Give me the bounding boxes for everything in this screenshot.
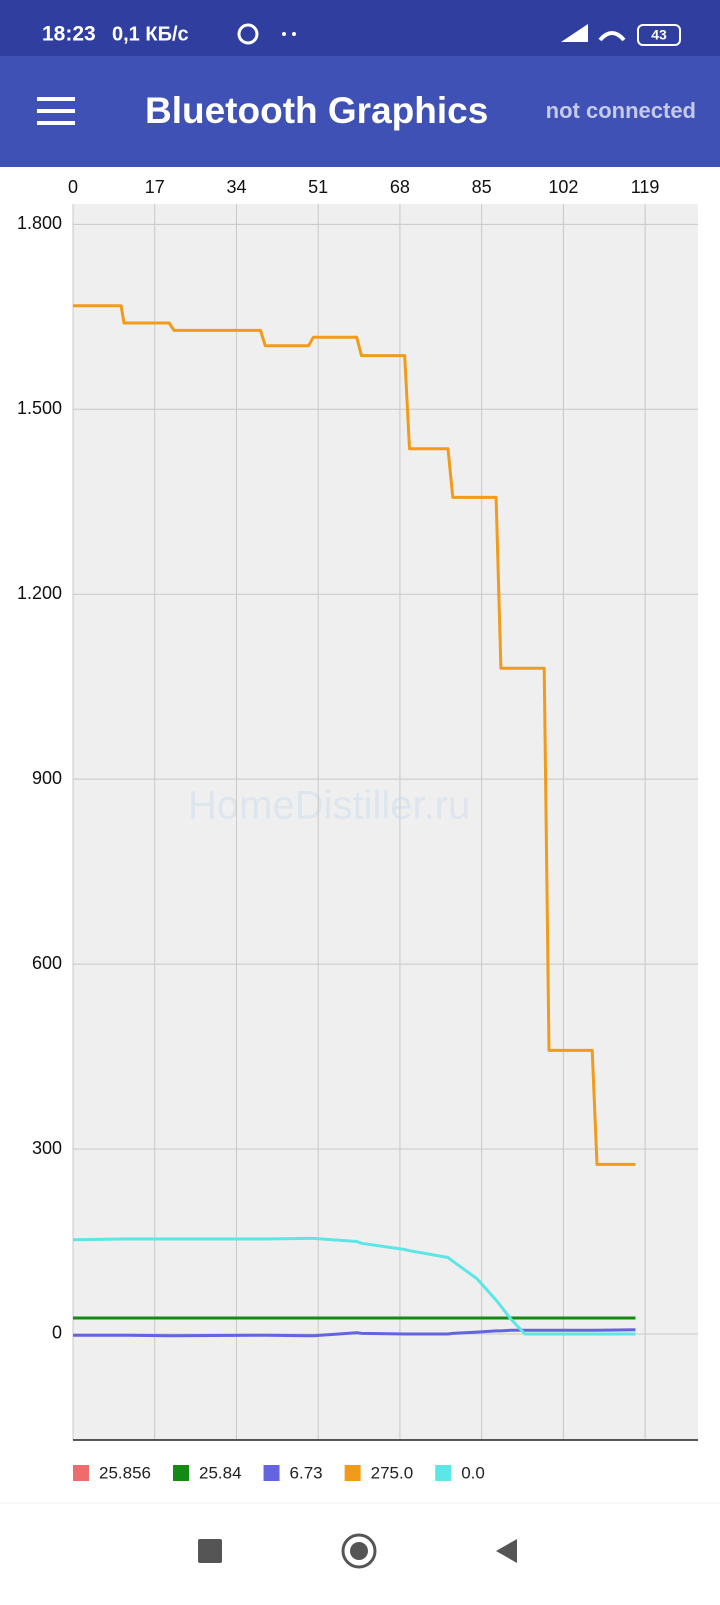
menu-line bbox=[37, 97, 75, 101]
watermark: HomeDistiller.ru bbox=[188, 784, 470, 828]
x-tick-label: 68 bbox=[390, 177, 410, 197]
x-tick-label: 34 bbox=[226, 177, 246, 197]
x-tick-label: 51 bbox=[308, 177, 328, 197]
battery-icon bbox=[637, 24, 681, 46]
y-tick-label: 1.200 bbox=[17, 583, 62, 603]
home-dot bbox=[350, 1542, 368, 1560]
x-tick-label: 119 bbox=[631, 177, 660, 197]
y-tick-label: 1.500 bbox=[17, 398, 62, 418]
legend-label: 275.0 bbox=[371, 1463, 414, 1482]
home-button[interactable] bbox=[341, 1533, 377, 1569]
menu-button[interactable] bbox=[37, 97, 75, 125]
x-tick-label: 102 bbox=[548, 177, 578, 197]
battery-level: 43 bbox=[651, 27, 667, 43]
y-tick-label: 600 bbox=[32, 953, 62, 973]
legend-label: 25.84 bbox=[199, 1463, 242, 1482]
dot bbox=[292, 32, 296, 36]
series-line bbox=[73, 304, 636, 1166]
status-bar bbox=[0, 0, 720, 56]
legend-label: 6.73 bbox=[290, 1463, 323, 1482]
legend-swatch bbox=[263, 1465, 280, 1481]
dot bbox=[282, 32, 286, 36]
legend-swatch bbox=[344, 1465, 361, 1481]
x-tick-label: 17 bbox=[145, 177, 165, 197]
menu-line bbox=[37, 109, 75, 113]
y-tick-label: 0 bbox=[52, 1323, 62, 1343]
legend-label: 0.0 bbox=[461, 1463, 485, 1482]
connection-status: not connected bbox=[546, 98, 696, 123]
legend-swatch bbox=[73, 1465, 89, 1481]
legend-swatch bbox=[173, 1465, 189, 1481]
y-tick-label: 300 bbox=[32, 1138, 62, 1158]
series-line bbox=[73, 1328, 636, 1338]
series-line bbox=[72, 1236, 636, 1336]
legend-swatch bbox=[435, 1465, 452, 1481]
plot-area bbox=[73, 204, 698, 1440]
app-title: Bluetooth Graphics bbox=[145, 90, 488, 131]
app-bar bbox=[0, 56, 720, 167]
y-tick-label: 1.800 bbox=[17, 213, 62, 233]
wifi-icon bbox=[598, 31, 626, 42]
x-tick-label: 85 bbox=[472, 177, 492, 197]
legend-label: 25.856 bbox=[99, 1463, 151, 1482]
back-button[interactable] bbox=[496, 1539, 517, 1563]
status-speed: 0,1 КБ/с bbox=[112, 23, 189, 45]
menu-line bbox=[37, 121, 75, 125]
chrome-icon bbox=[237, 23, 259, 45]
status-time: 18:23 bbox=[42, 23, 96, 46]
x-tick-label: 0 bbox=[68, 177, 78, 197]
recents-button[interactable] bbox=[198, 1539, 222, 1563]
y-tick-label: 900 bbox=[32, 768, 62, 788]
signal-icon bbox=[561, 24, 588, 42]
